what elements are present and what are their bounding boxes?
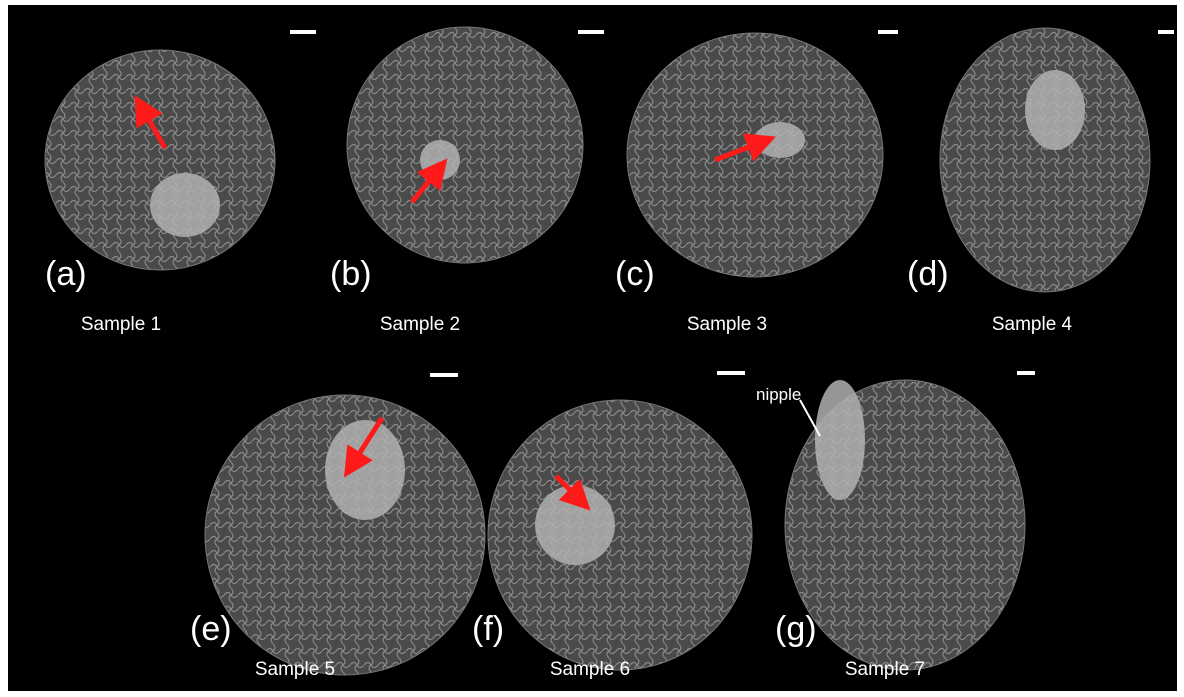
panel-caption: Sample 4: [992, 314, 1073, 335]
panel-label: (c): [615, 255, 655, 293]
panel-caption: Sample 5: [255, 659, 335, 680]
scan-tissue: [347, 27, 583, 263]
panel-label: (e): [190, 610, 232, 648]
panel-caption: Sample 1: [81, 314, 161, 335]
panel-label: (f): [472, 610, 504, 648]
annotation: nipple: [756, 385, 801, 404]
scan-lesion: [1025, 70, 1085, 150]
scan-lesion: [325, 420, 405, 520]
panel-caption: Sample 7: [845, 659, 925, 680]
scan-lesion: [815, 380, 865, 500]
panel-caption: Sample 6: [550, 659, 630, 680]
scan-lesion: [150, 173, 220, 237]
scan-lesion: [755, 122, 805, 158]
panel-label: (b): [330, 255, 372, 293]
figure: (a) Sample 1 (b) Sample 2 (c) Sample 3 (d) Samp…: [0, 0, 1184, 697]
panel-label: (g): [775, 610, 817, 648]
panel-caption: Sample 2: [380, 314, 460, 335]
panel-caption: Sample 3: [687, 314, 767, 335]
scan-tissue: [45, 50, 275, 270]
scan-lesion: [420, 140, 460, 180]
panel-label: (a): [45, 255, 87, 293]
scan-tissue: [627, 33, 883, 277]
scan-tissue: [940, 28, 1150, 292]
panel-label: (d): [907, 255, 949, 293]
scan-tissue: [488, 400, 752, 670]
